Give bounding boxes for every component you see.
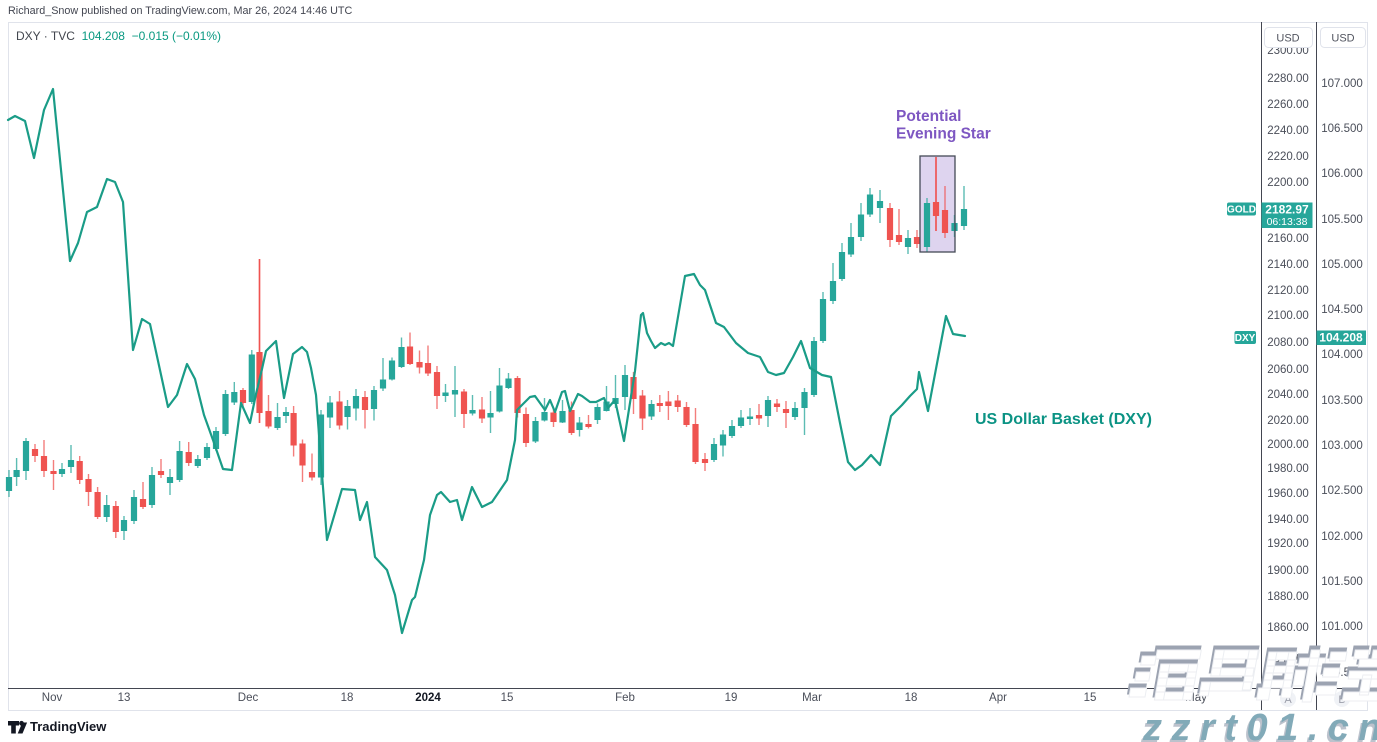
svg-text:USD: USD	[1276, 33, 1299, 45]
svg-text:Apr: Apr	[989, 692, 1007, 704]
svg-text:102.000: 102.000	[1321, 531, 1363, 543]
svg-text:102.500: 102.500	[1321, 485, 1363, 497]
svg-text:2220.00: 2220.00	[1267, 151, 1309, 163]
svg-text:Feb: Feb	[615, 692, 635, 704]
svg-text:06:13:38: 06:13:38	[1267, 216, 1308, 228]
svg-text:2200.00: 2200.00	[1267, 177, 1309, 189]
svg-text:2240.00: 2240.00	[1267, 125, 1309, 137]
svg-text:103.500: 103.500	[1321, 395, 1363, 407]
svg-text:18: 18	[905, 692, 918, 704]
svg-text:2000.00: 2000.00	[1267, 439, 1309, 451]
svg-text:1960.00: 1960.00	[1267, 488, 1309, 500]
svg-text:USD: USD	[1331, 33, 1354, 45]
svg-text:1880.00: 1880.00	[1267, 591, 1309, 603]
svg-text:13: 13	[118, 692, 131, 704]
svg-text:2260.00: 2260.00	[1267, 99, 1309, 111]
svg-text:Nov: Nov	[42, 692, 63, 704]
svg-text:2280.00: 2280.00	[1267, 73, 1309, 85]
svg-text:2020.00: 2020.00	[1267, 415, 1309, 427]
svg-text:Mar: Mar	[802, 692, 822, 704]
svg-text:104.208: 104.208	[1319, 331, 1363, 345]
svg-text:2080.00: 2080.00	[1267, 337, 1309, 349]
svg-text:GOLD: GOLD	[1227, 205, 1256, 216]
svg-text:106.500: 106.500	[1321, 123, 1363, 135]
svg-text:1900.00: 1900.00	[1267, 565, 1309, 577]
svg-text:15: 15	[501, 692, 514, 704]
svg-text:15: 15	[1084, 692, 1097, 704]
svg-text:103.000: 103.000	[1321, 440, 1363, 452]
svg-text:2160.00: 2160.00	[1267, 233, 1309, 245]
svg-text:106.000: 106.000	[1321, 168, 1363, 180]
svg-text:2024: 2024	[415, 692, 441, 704]
svg-text:104.000: 104.000	[1321, 349, 1363, 361]
svg-text:A: A	[1284, 694, 1292, 706]
svg-text:2140.00: 2140.00	[1267, 259, 1309, 271]
svg-text:1920.00: 1920.00	[1267, 538, 1309, 550]
svg-text:107.000: 107.000	[1321, 78, 1363, 90]
svg-text:101.500: 101.500	[1321, 576, 1363, 588]
svg-text:1860.00: 1860.00	[1267, 622, 1309, 634]
svg-text:2100.00: 2100.00	[1267, 310, 1309, 322]
svg-text:TradingView: TradingView	[30, 719, 107, 734]
svg-text:1980.00: 1980.00	[1267, 463, 1309, 475]
svg-text:DXY: DXY	[1235, 333, 1256, 344]
svg-text:2120.00: 2120.00	[1267, 285, 1309, 297]
svg-text:1940.00: 1940.00	[1267, 514, 1309, 526]
svg-text:104.500: 104.500	[1321, 304, 1363, 316]
svg-text:18: 18	[341, 692, 354, 704]
svg-text:19: 19	[725, 692, 738, 704]
svg-text:2060.00: 2060.00	[1267, 364, 1309, 376]
svg-text:Dec: Dec	[238, 692, 259, 704]
svg-text:105.000: 105.000	[1321, 259, 1363, 271]
svg-text:US Dollar Basket (DXY): US Dollar Basket (DXY)	[975, 411, 1152, 428]
svg-text:2182.97: 2182.97	[1265, 203, 1309, 217]
svg-text:2040.00: 2040.00	[1267, 389, 1309, 401]
svg-text:101.000: 101.000	[1321, 621, 1363, 633]
svg-text:105.500: 105.500	[1321, 214, 1363, 226]
